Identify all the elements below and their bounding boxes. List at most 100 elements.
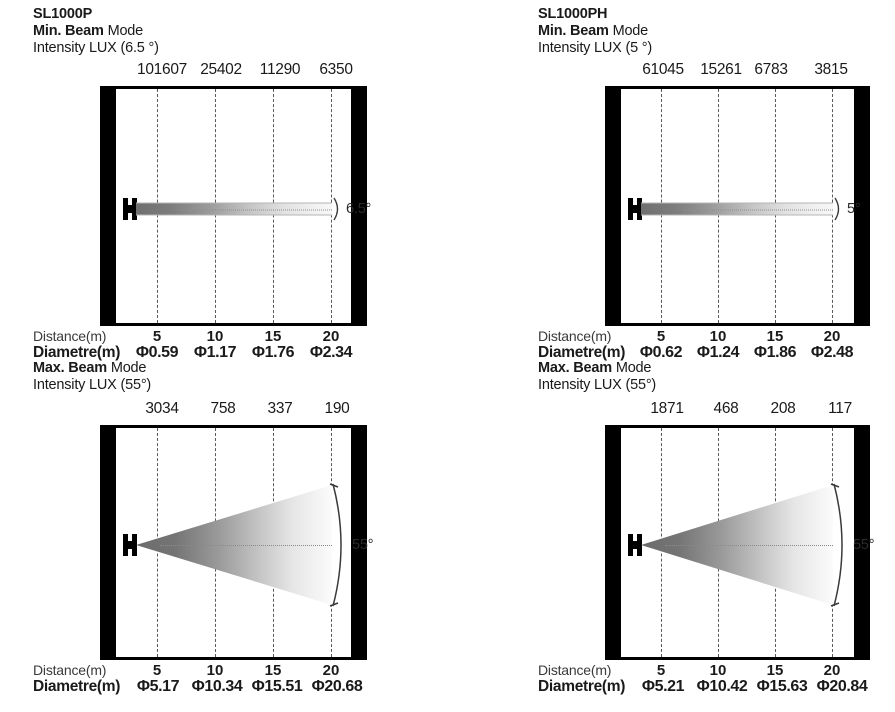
diameter-row-label: Diametre(m) bbox=[538, 678, 626, 695]
frame-wall-left bbox=[100, 86, 116, 326]
lux-value: 190 bbox=[324, 400, 350, 417]
beam-cone-wide bbox=[641, 480, 837, 610]
lamp-icon bbox=[123, 534, 137, 556]
diameter-value: Φ15.63 bbox=[756, 678, 808, 695]
frame-wall-right bbox=[351, 86, 367, 326]
beam-centerline bbox=[683, 209, 833, 210]
distance-value: 10 bbox=[709, 328, 727, 345]
panel-header: Max. Beam Mode Intensity LUX (55°) bbox=[538, 360, 656, 394]
lamp-bar-middle bbox=[126, 541, 134, 549]
beam-mode-bold: Min. Beam bbox=[538, 23, 609, 40]
beam-mode-rest: Mode bbox=[107, 23, 144, 40]
diameter-value: Φ1.86 bbox=[753, 344, 797, 361]
frame-wall-left bbox=[100, 425, 116, 660]
distance-row-label: Distance(m) bbox=[538, 328, 612, 344]
beam-mode-rest: Mode bbox=[110, 360, 147, 376]
lux-value: 101607 bbox=[137, 61, 187, 78]
beam-diagram-frame: 55° bbox=[100, 425, 374, 660]
lux-value: 758 bbox=[210, 400, 236, 417]
diameter-value: Φ1.24 bbox=[696, 344, 740, 361]
model-name: SL1000PH bbox=[538, 6, 608, 22]
lamp-bar-right bbox=[132, 534, 137, 556]
lux-value-row: 61045 15261 6783 3815 bbox=[530, 61, 895, 81]
beam-mode-rest: Mode bbox=[615, 360, 652, 376]
diameter-row-label: Diametre(m) bbox=[538, 344, 626, 361]
frame-wall-right bbox=[854, 86, 870, 326]
frame-wall-right bbox=[854, 425, 870, 660]
diameter-value: Φ20.68 bbox=[311, 678, 363, 695]
distance-value: 5 bbox=[152, 662, 162, 679]
intensity-label: Intensity LUX (5 °) bbox=[538, 40, 653, 57]
lux-value-row: 1871 468 208 117 bbox=[530, 400, 895, 420]
beam-angle-arc bbox=[333, 197, 339, 221]
lamp-bar-right bbox=[132, 198, 137, 220]
beam-centerline bbox=[664, 545, 834, 546]
lamp-bar-middle bbox=[631, 205, 639, 213]
beam-mode: Max. Beam Mode bbox=[538, 360, 656, 377]
distance-row-label: Distance(m) bbox=[538, 662, 612, 678]
panel-header: SL1000P Min. Beam Mode Intensity LUX (6.… bbox=[33, 6, 159, 57]
lamp-bar-left bbox=[123, 198, 128, 220]
beam-angle-label: 5° bbox=[847, 201, 861, 217]
lux-value-row: 3034 758 337 190 bbox=[25, 400, 445, 420]
beam-centerline bbox=[160, 545, 332, 546]
lux-value: 6350 bbox=[319, 61, 353, 78]
lamp-bar-middle bbox=[631, 541, 639, 549]
diameter-value: Φ0.59 bbox=[135, 344, 179, 361]
diameter-value: Φ5.17 bbox=[136, 678, 180, 695]
lamp-bar-left bbox=[123, 534, 128, 556]
beam-mode-bold: Max. Beam bbox=[33, 360, 107, 376]
distance-value: 20 bbox=[823, 662, 841, 679]
beam-cone-narrow bbox=[641, 202, 833, 216]
diameter-value: Φ15.51 bbox=[251, 678, 303, 695]
diameter-value: Φ20.84 bbox=[816, 678, 868, 695]
diameter-value: Φ10.34 bbox=[191, 678, 243, 695]
distance-value: 15 bbox=[766, 662, 784, 679]
distance-value: 15 bbox=[264, 328, 282, 345]
intensity-label: Intensity LUX (55°) bbox=[538, 377, 657, 394]
diameter-value: Φ1.17 bbox=[193, 344, 237, 361]
diameter-row-label: Diametre(m) bbox=[33, 678, 121, 695]
diameter-value: Φ1.76 bbox=[251, 344, 295, 361]
distance-value: 15 bbox=[766, 328, 784, 345]
diameter-value: Φ2.48 bbox=[810, 344, 854, 361]
lamp-icon bbox=[628, 534, 642, 556]
lux-value: 6783 bbox=[754, 61, 788, 78]
beam-diagram-frame: 55° bbox=[605, 425, 875, 660]
lux-value: 3815 bbox=[814, 61, 848, 78]
beam-mode: Min. Beam Mode bbox=[33, 23, 159, 40]
lamp-bar-right bbox=[637, 198, 642, 220]
beam-angle-label: 6.5° bbox=[346, 201, 372, 217]
beam-angle-arc bbox=[834, 197, 840, 221]
intensity-label: Intensity LUX (55°) bbox=[33, 377, 152, 394]
lamp-bar-right bbox=[637, 534, 642, 556]
lux-value: 3034 bbox=[145, 400, 179, 417]
beam-centerline bbox=[179, 209, 332, 210]
frame-wall-right bbox=[351, 425, 367, 660]
beam-angle-label: 55° bbox=[352, 537, 374, 553]
distance-value: 5 bbox=[656, 662, 666, 679]
beam-cone-narrow bbox=[136, 202, 332, 216]
beam-angle-arc bbox=[830, 483, 843, 607]
lamp-bar-left bbox=[628, 534, 633, 556]
distance-value: 5 bbox=[152, 328, 162, 345]
distance-value: 10 bbox=[206, 662, 224, 679]
lux-value: 468 bbox=[713, 400, 739, 417]
panel-header: SL1000PH Min. Beam Mode Intensity LUX (5… bbox=[538, 6, 652, 57]
lux-value: 1871 bbox=[650, 400, 684, 417]
lux-value-row: 101607 25402 11290 6350 bbox=[25, 61, 445, 81]
beam-mode-bold: Min. Beam bbox=[33, 23, 104, 40]
beam-diagram-frame: 5° bbox=[605, 86, 870, 326]
beam-mode-bold: Max. Beam bbox=[538, 360, 612, 376]
lamp-bar-middle bbox=[126, 205, 134, 213]
distance-value: 20 bbox=[823, 328, 841, 345]
beam-cone-wide bbox=[136, 480, 336, 610]
beam-mode: Min. Beam Mode bbox=[538, 23, 652, 40]
distance-value: 20 bbox=[322, 662, 340, 679]
beam-mode: Max. Beam Mode bbox=[33, 360, 151, 377]
diameter-value: Φ0.62 bbox=[639, 344, 683, 361]
distance-value: 5 bbox=[656, 328, 666, 345]
lux-value: 25402 bbox=[200, 61, 242, 78]
diameter-value: Φ2.34 bbox=[309, 344, 353, 361]
diameter-row-label: Diametre(m) bbox=[33, 344, 121, 361]
